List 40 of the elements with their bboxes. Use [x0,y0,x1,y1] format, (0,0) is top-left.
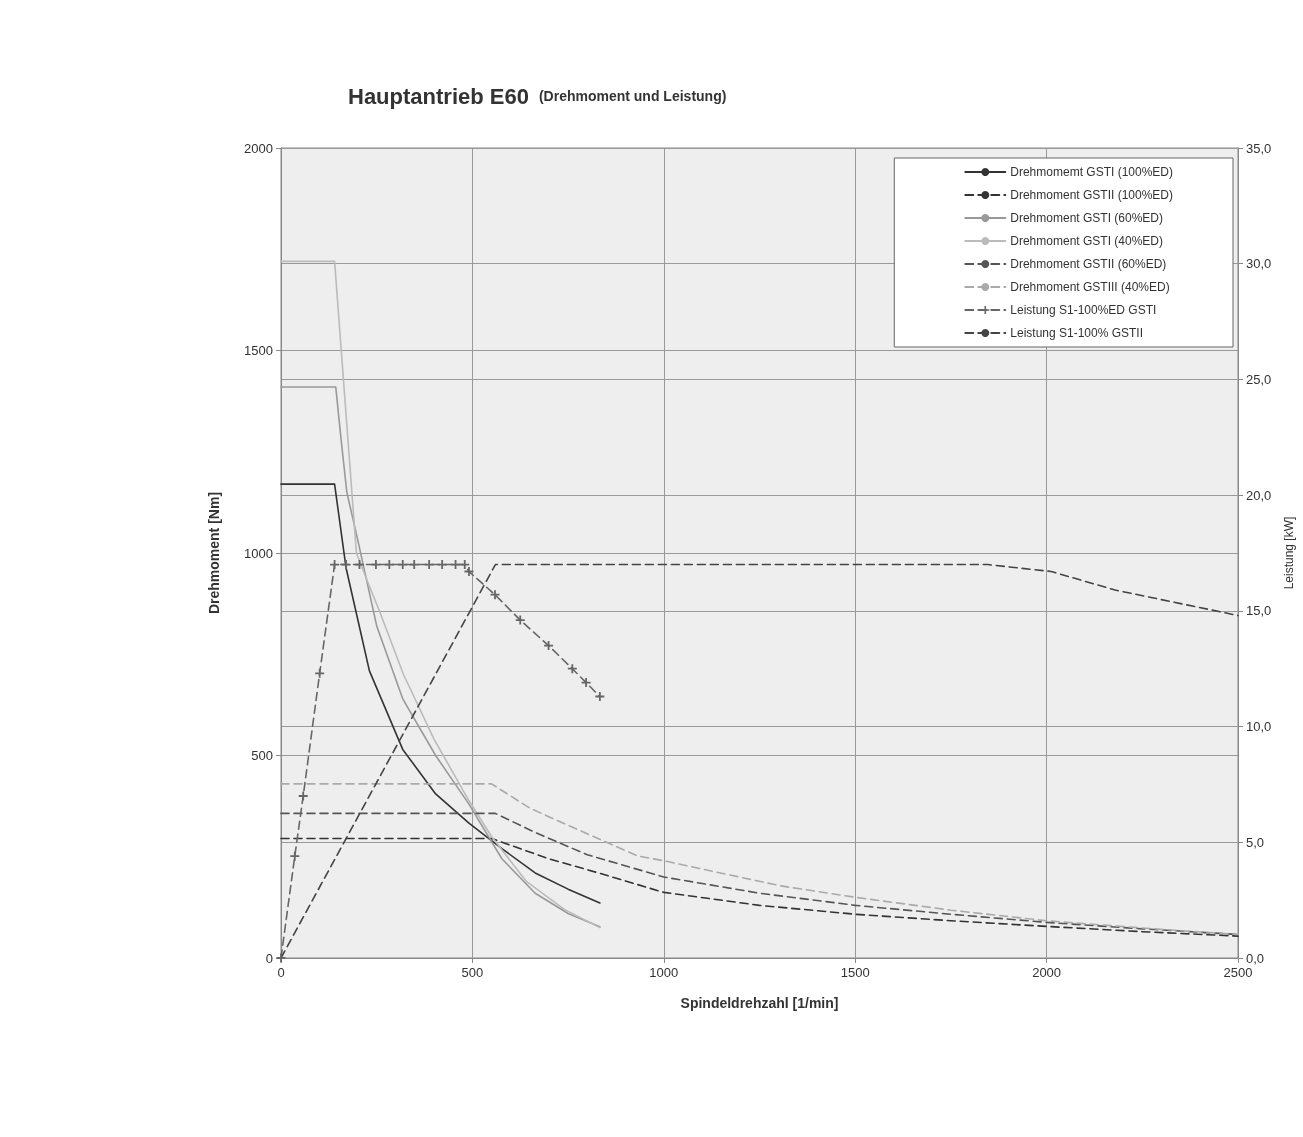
legend-label: Drehmoment GSTI (60%ED) [1010,211,1163,225]
x-tick-label: 500 [461,965,484,980]
y2-tick-label: 30,0 [1246,256,1272,272]
x-axis-title: Spindeldrehzahl [1/min] [680,995,839,1011]
y-tick-label: 1500 [244,343,273,358]
chart-subtitle: (Drehmoment und Leistung) [538,88,727,104]
legend-label: Drehmoment GSTIII (40%ED) [1010,280,1170,294]
legend-label: Leistung S1-100% GSTII [1010,326,1144,340]
y2-tick-label: 15,0 [1246,603,1272,619]
point [298,791,308,801]
chart-title: Hauptantrieb E60 [348,83,529,109]
legend-label: Drehmoment GSTI (40%ED) [1010,234,1163,248]
point [315,668,325,678]
point [490,590,500,600]
y-axis-title: Drehmoment [Nm] [206,491,222,615]
point [567,664,577,674]
legend-label: Drehmoment GSTII (60%ED) [1010,257,1167,271]
x-tick-label: 0 [277,965,285,980]
legend-label: Drehmoment GSTII (100%ED) [1010,188,1173,202]
legend-label: Drehmomemt GSTI (100%ED) [1010,165,1173,179]
x-tick-label: 1000 [649,965,679,980]
y2-tick-label: 0,0 [1246,950,1265,966]
x-tick-label: 1500 [840,965,870,980]
line-series [280,260,601,929]
y2-tick-label: 20,0 [1246,487,1272,503]
y2-tick-label: 10,0 [1246,719,1272,735]
y2-tick-label: 5,0 [1246,834,1265,850]
y2-axis-title: Leistung [kW] [1282,516,1296,590]
y-tick-label: 0 [265,950,273,966]
line-series [280,783,1239,936]
legend-label: Leistung S1-100%ED GSTI [1010,303,1157,317]
x-tick-label: 2500 [1223,965,1253,980]
x-tick-label: 2000 [1032,965,1062,980]
y-tick-label: 2000 [244,140,273,156]
point [290,851,300,861]
point [515,615,525,625]
y2-tick-label: 25,0 [1246,371,1272,387]
y-tick-label: 500 [251,748,273,763]
y-tick-label: 1000 [244,545,273,561]
y2-tick-label: 35,0 [1246,140,1272,156]
